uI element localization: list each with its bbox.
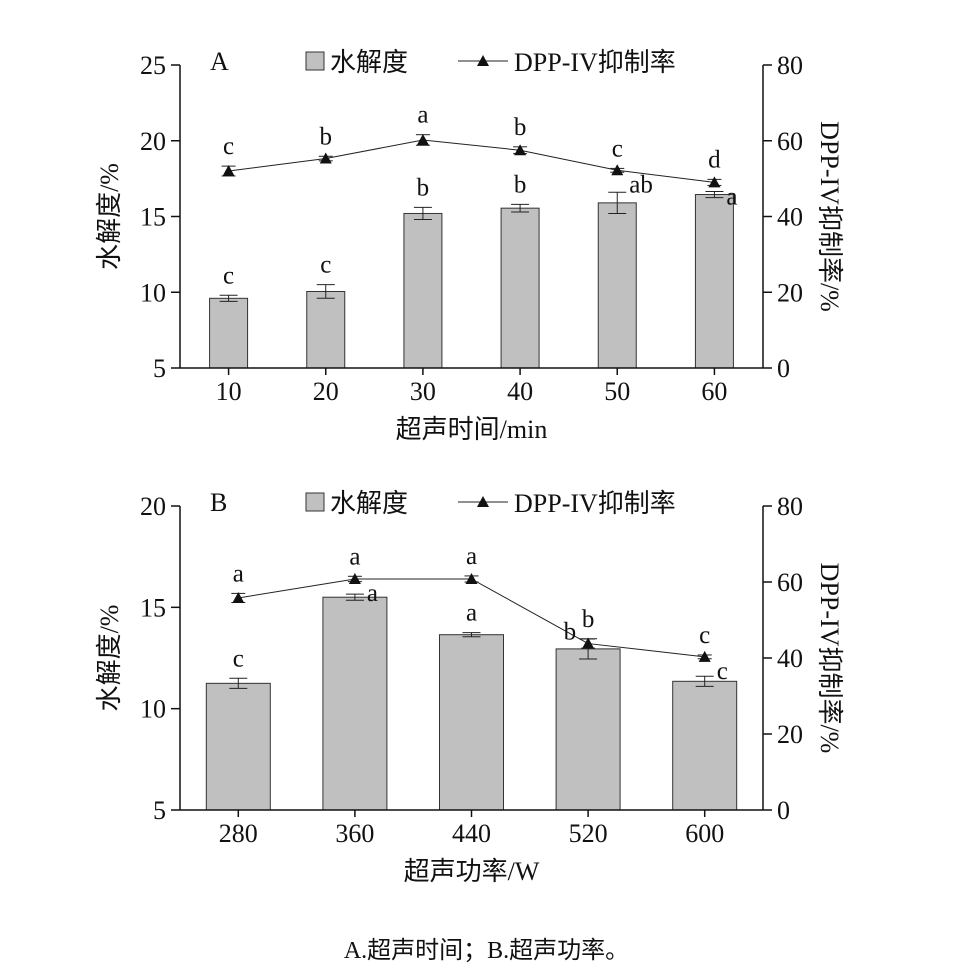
right-y-tick-label: 40 (777, 203, 803, 232)
line-sig-label: a (417, 102, 428, 129)
bar-280 (205, 682, 271, 811)
line-point-triangle (348, 572, 361, 584)
bar-520 (555, 648, 621, 811)
bar-50 (597, 202, 637, 369)
line-sig-label: b (582, 606, 595, 633)
line-point-triangle (232, 591, 245, 603)
line-sig-label: d (708, 146, 721, 173)
legend-triangle-icon (477, 496, 489, 507)
legend-bar-label: 水解度 (330, 48, 408, 77)
line-series (228, 139, 715, 183)
left-y-axis-title: 水解度/% (95, 605, 124, 712)
bar-30 (403, 212, 443, 369)
figure-caption: A.超声时间；B.超声功率。 (343, 938, 630, 964)
line-sig-label: a (233, 560, 244, 587)
line-point-triangle (611, 164, 624, 176)
right-y-tick-label: 20 (777, 720, 803, 749)
bar-sig-label: b (514, 171, 527, 198)
panel-label: A (210, 47, 229, 76)
legend-bar-swatch (305, 492, 325, 512)
x-tick-label: 50 (604, 377, 630, 406)
x-axis-title: 超声时间/min (396, 415, 548, 444)
x-tick-label: 40 (507, 377, 533, 406)
x-tick-label: 440 (452, 819, 491, 848)
bar-600 (672, 680, 738, 811)
line-point-triangle (582, 637, 595, 649)
bar-60 (694, 194, 734, 369)
x-tick-label: 30 (410, 377, 436, 406)
right-y-tick-label: 80 (777, 51, 803, 80)
left-y-tick-label: 10 (140, 278, 166, 307)
left-y-tick-label: 10 (140, 695, 166, 724)
x-tick-label: 60 (701, 377, 727, 406)
x-tick-label: 10 (216, 377, 242, 406)
legend-line-label: DPP-IV抑制率 (514, 489, 676, 518)
bar-sig-label: a (466, 600, 477, 627)
x-tick-label: 600 (685, 819, 724, 848)
legend-line-label: DPP-IV抑制率 (514, 48, 676, 77)
bar-sig-label: a (726, 183, 737, 210)
right-y-tick-label: 60 (777, 127, 803, 156)
bar-20 (306, 290, 346, 369)
right-y-tick-label: 0 (777, 796, 790, 825)
bar-sig-label: ab (629, 171, 653, 198)
bar-sig-label: a (367, 580, 378, 607)
x-tick-label: 20 (313, 377, 339, 406)
bar-sig-label: c (233, 645, 244, 672)
line-sig-label: c (699, 622, 710, 649)
bar-10 (209, 297, 249, 369)
line-sig-label: b (514, 114, 527, 141)
line-point-triangle (319, 152, 332, 164)
x-axis-title: 超声功率/W (404, 857, 540, 886)
left-y-tick-label: 5 (153, 354, 166, 383)
line-point-triangle (514, 144, 527, 156)
right-y-tick-label: 60 (777, 568, 803, 597)
bar-sig-label: b (564, 619, 577, 646)
left-y-tick-label: 20 (140, 127, 166, 156)
x-tick-label: 360 (335, 819, 374, 848)
bar-sig-label: c (717, 658, 728, 685)
left-y-tick-label: 15 (140, 203, 166, 232)
bar-360 (322, 596, 388, 811)
x-tick-label: 520 (569, 819, 608, 848)
x-tick-label: 280 (219, 819, 258, 848)
left-y-tick-label: 5 (153, 796, 166, 825)
legend-bar-swatch (305, 51, 325, 71)
right-y-axis-title: DPP-IV抑制率/% (815, 121, 844, 312)
legend-triangle-icon (477, 55, 489, 66)
line-sig-label: a (349, 543, 360, 570)
legend-bar-label: 水解度 (330, 489, 408, 518)
bar-440 (439, 634, 504, 811)
line-sig-label: c (612, 135, 623, 162)
bar-sig-label: c (320, 252, 331, 279)
line-sig-label: b (320, 123, 333, 150)
right-y-tick-label: 80 (777, 492, 803, 521)
left-y-tick-label: 25 (140, 51, 166, 80)
bar-40 (500, 207, 540, 369)
panel-label: B (210, 488, 227, 517)
line-point-triangle (222, 165, 235, 177)
line-point-triangle (698, 650, 711, 662)
right-y-tick-label: 0 (777, 354, 790, 383)
bar-sig-label: b (417, 174, 430, 201)
left-y-axis-title: 水解度/% (95, 163, 124, 270)
line-point-triangle (708, 176, 721, 188)
bar-sig-label: c (223, 262, 234, 289)
line-sig-label: a (466, 543, 477, 570)
right-y-axis-title: DPP-IV抑制率/% (815, 563, 844, 754)
right-y-tick-label: 40 (777, 644, 803, 673)
left-y-tick-label: 15 (140, 593, 166, 622)
line-point-triangle (465, 572, 478, 584)
line-sig-label: c (223, 133, 234, 160)
line-point-triangle (416, 133, 429, 145)
right-y-tick-label: 20 (777, 278, 803, 307)
left-y-tick-label: 20 (140, 492, 166, 521)
